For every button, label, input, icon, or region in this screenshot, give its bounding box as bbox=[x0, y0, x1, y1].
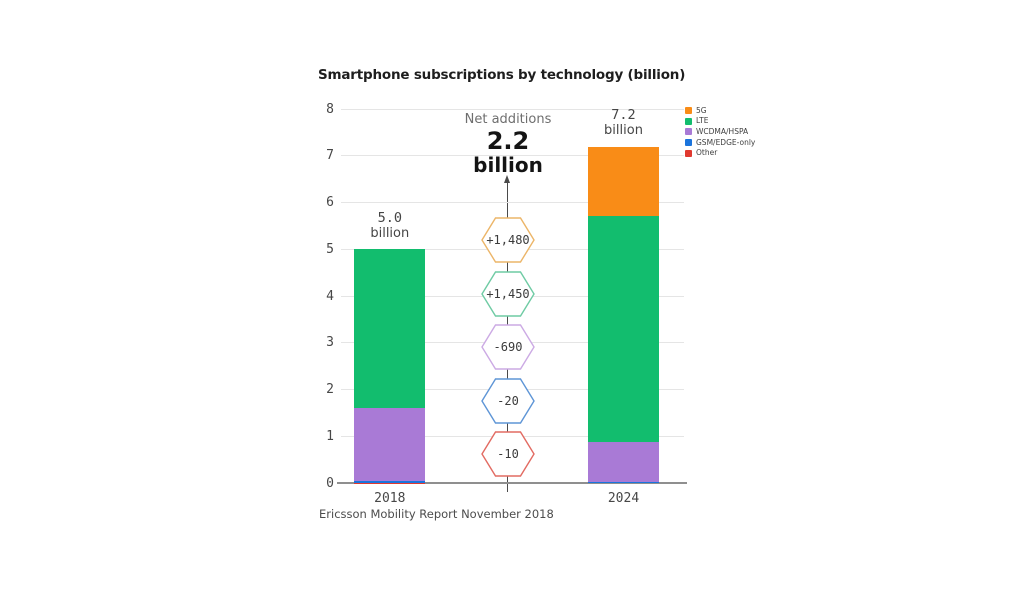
gridline-6 bbox=[341, 202, 684, 203]
badge-value-gsm-edge-only: -20 bbox=[497, 393, 519, 408]
bar-2024-segment-gsm-edge-only bbox=[588, 481, 659, 483]
x-axis-baseline bbox=[337, 482, 687, 484]
legend-item-gsm-edge-only: GSM/EDGE-only bbox=[685, 137, 756, 147]
y-tick-label-2: 2 bbox=[326, 382, 334, 397]
legend-label-wcdma-hspa: WCDMA/HSPA bbox=[696, 126, 749, 136]
hexagon-icon bbox=[481, 431, 535, 477]
bar-2024-total-unit: billion bbox=[604, 123, 643, 139]
badge-value-other: -10 bbox=[497, 447, 519, 461]
legend-label-5g: 5G bbox=[696, 105, 707, 115]
gridline-8 bbox=[341, 108, 684, 110]
legend-label-lte: LTE bbox=[696, 116, 709, 126]
bar-2018-segment-wcdma-hspa bbox=[354, 408, 426, 481]
y-tick-label-1: 1 bbox=[326, 428, 334, 444]
legend-item-wcdma-hspa: WCDMA/HSPA bbox=[685, 126, 755, 136]
x-axis-label-2024: 2024 bbox=[607, 491, 640, 506]
net-additions-badge-lte: +1,450 bbox=[481, 270, 535, 317]
y-tick-label-8: 8 bbox=[326, 101, 334, 117]
legend-swatch-lte-icon bbox=[685, 117, 692, 125]
legend-swatch-gsm-edge-only-icon bbox=[685, 139, 692, 147]
hexagon-icon bbox=[481, 377, 535, 424]
bar-2018-total-label: 5.0 billion bbox=[330, 209, 450, 241]
gridline-7 bbox=[341, 155, 684, 157]
bar-2018-total-unit: billion bbox=[370, 225, 410, 241]
bar-2024-segment-lte bbox=[588, 215, 659, 443]
y-tick-label-6: 6 bbox=[326, 195, 334, 210]
bar-2018-segment-lte bbox=[354, 249, 426, 409]
net-additions-block: Net additions 2.2 billion bbox=[418, 112, 598, 177]
net-additions-badge-wcdma-hspa: -690 bbox=[481, 324, 535, 370]
bar-2018-total-value: 5.0 bbox=[377, 209, 402, 226]
net-additions-value: 2.2 bbox=[486, 127, 530, 155]
legend: 5G LTE WCDMA/HSPA GSM/EDGE-only Other bbox=[685, 105, 756, 160]
y-tick-label-0: 0 bbox=[326, 475, 334, 491]
source-note: Ericsson Mobility Report November 2018 bbox=[319, 507, 554, 521]
chart-title: Smartphone subscriptions by technology (… bbox=[318, 67, 686, 83]
bar-2024-total-value: 7.2 bbox=[611, 107, 636, 124]
legend-item-5g: 5G bbox=[685, 105, 755, 115]
up-arrow-icon bbox=[504, 175, 510, 183]
badge-value-lte: +1,450 bbox=[486, 286, 530, 301]
y-tick-label-7: 7 bbox=[326, 148, 334, 164]
net-additions-badge-gsm-edge-only: -20 bbox=[481, 377, 535, 424]
legend-swatch-other-icon bbox=[685, 149, 692, 157]
bar-2024-total-label: 7.2 billion bbox=[564, 107, 684, 139]
legend-label-gsm-edge-only: GSM/EDGE-only bbox=[696, 137, 756, 147]
y-tick-label-3: 3 bbox=[326, 335, 334, 351]
net-additions-label: Net additions bbox=[464, 112, 552, 127]
y-tick-label-4: 4 bbox=[326, 288, 334, 304]
badge-value-5g: +1,480 bbox=[486, 233, 530, 247]
net-additions-badge-other: -10 bbox=[481, 431, 535, 477]
bar-2018-segment-gsm-edge-only bbox=[354, 480, 426, 483]
hexagon-icon bbox=[481, 270, 535, 317]
legend-item-lte: LTE bbox=[685, 116, 755, 126]
legend-item-other: Other bbox=[685, 148, 755, 158]
y-tick-label-5: 5 bbox=[326, 241, 334, 257]
x-axis-label-2018: 2018 bbox=[374, 491, 406, 506]
hexagon-icon bbox=[481, 217, 535, 263]
legend-swatch-wcdma-hspa-icon bbox=[685, 128, 692, 136]
legend-label-other: Other bbox=[696, 148, 718, 158]
bar-2024-segment-wcdma-hspa bbox=[588, 442, 659, 482]
hexagon-icon bbox=[481, 324, 535, 370]
badge-value-wcdma-hspa: -690 bbox=[493, 340, 523, 354]
net-additions-badge-5g: +1,480 bbox=[481, 217, 535, 263]
net-additions-unit: billion bbox=[473, 153, 543, 177]
legend-swatch-5g-icon bbox=[685, 107, 692, 114]
bar-2024-segment-5g bbox=[588, 146, 659, 216]
